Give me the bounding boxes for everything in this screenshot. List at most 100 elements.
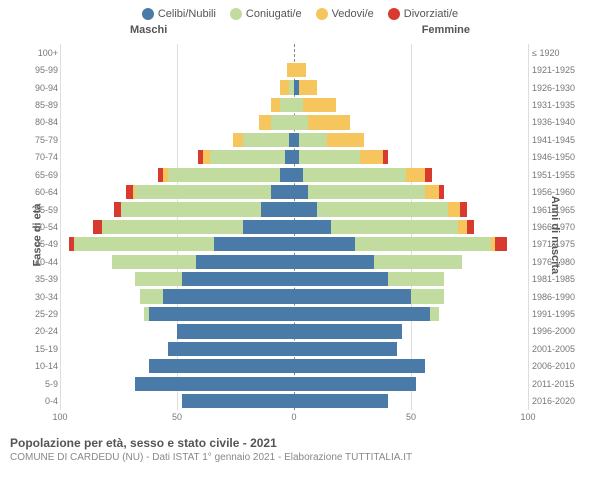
age-label: 75-79 (28, 135, 58, 145)
population-pyramid-chart: Celibi/NubiliConiugati/eVedovi/eDivorzia… (0, 0, 600, 500)
male-bar (93, 220, 294, 234)
female-bar (294, 324, 402, 338)
male-bar (135, 272, 294, 286)
age-label: 25-29 (28, 309, 58, 319)
male-side (60, 201, 294, 218)
female-bar (294, 377, 416, 391)
age-row: 100+≤ 1920 (60, 44, 528, 61)
male-bar (271, 98, 294, 112)
female-bar (294, 272, 444, 286)
male-side (60, 218, 294, 235)
footer: Popolazione per età, sesso e stato civil… (0, 430, 600, 463)
male-side (60, 61, 294, 78)
female-bar (294, 202, 467, 216)
age-row: 15-192001-2005 (60, 340, 528, 357)
bar-segment (121, 202, 261, 216)
female-side (294, 166, 528, 183)
bar-segment (271, 115, 294, 129)
bar-zone (60, 323, 528, 340)
age-row: 40-441976-1980 (60, 253, 528, 270)
bar-segment (308, 115, 350, 129)
female-side (294, 340, 528, 357)
bar-segment (388, 272, 444, 286)
male-bar (233, 133, 294, 147)
age-label: 15-19 (28, 344, 58, 354)
male-side (60, 79, 294, 96)
age-label: 85-89 (28, 100, 58, 110)
male-bar (198, 150, 294, 164)
age-row: 95-991921-1925 (60, 61, 528, 78)
bar-segment (308, 185, 425, 199)
male-bar (135, 377, 294, 391)
header-male: Maschi (130, 24, 167, 36)
bar-segment (280, 98, 294, 112)
bar-segment (355, 237, 491, 251)
bar-segment (294, 168, 303, 182)
header-female: Femmine (422, 24, 470, 36)
bar-zone (60, 270, 528, 287)
bar-segment (458, 220, 467, 234)
chart-area: Fasce di età Anni di nascita 100+≤ 19209… (0, 40, 600, 430)
female-side (294, 149, 528, 166)
male-bar (69, 237, 294, 251)
bar-zone (60, 305, 528, 322)
age-row: 0-42016-2020 (60, 392, 528, 409)
age-row: 10-142006-2010 (60, 358, 528, 375)
bar-segment (294, 63, 306, 77)
birth-year-label: 1966-1970 (532, 222, 590, 232)
bar-segment (182, 272, 294, 286)
birth-year-label: 1996-2000 (532, 326, 590, 336)
age-row: 35-391981-1985 (60, 270, 528, 287)
bar-segment (196, 255, 294, 269)
female-side (294, 201, 528, 218)
bar-segment (163, 289, 294, 303)
bar-zone (60, 183, 528, 200)
chart-title: Popolazione per età, sesso e stato civil… (10, 436, 590, 450)
bar-segment (294, 377, 416, 391)
bar-segment (294, 394, 388, 408)
bar-segment (135, 185, 271, 199)
legend-item: Celibi/Nubili (142, 8, 216, 20)
legend: Celibi/NubiliConiugati/eVedovi/eDivorzia… (0, 0, 600, 24)
bar-zone (60, 340, 528, 357)
bar-segment (243, 220, 294, 234)
male-side (60, 270, 294, 287)
birth-year-label: 1976-1980 (532, 257, 590, 267)
bar-zone (60, 131, 528, 148)
legend-label: Vedovi/e (332, 8, 374, 20)
legend-label: Coniugati/e (246, 8, 302, 20)
female-side (294, 358, 528, 375)
x-tick: 100 (52, 412, 67, 422)
age-label: 0-4 (28, 396, 58, 406)
age-row: 60-641956-1960 (60, 183, 528, 200)
bar-segment (294, 202, 317, 216)
female-side (294, 270, 528, 287)
bar-segment (177, 324, 294, 338)
bar-segment (261, 202, 294, 216)
bar-segment (294, 115, 308, 129)
bar-segment (233, 133, 242, 147)
legend-label: Celibi/Nubili (158, 8, 216, 20)
birth-year-label: 2016-2020 (532, 396, 590, 406)
male-bar (259, 115, 294, 129)
male-bar (182, 394, 294, 408)
bar-segment (467, 220, 474, 234)
bar-zone (60, 79, 528, 96)
bar-segment (102, 220, 242, 234)
male-side (60, 340, 294, 357)
bar-segment (294, 289, 411, 303)
male-bar (112, 255, 295, 269)
female-bar (294, 63, 306, 77)
bar-segment (294, 185, 308, 199)
male-bar (149, 359, 294, 373)
x-tick: 50 (406, 412, 416, 422)
bar-segment (374, 255, 463, 269)
bar-zone (60, 392, 528, 409)
bar-zone (60, 44, 528, 61)
female-side (294, 61, 528, 78)
bar-segment (439, 185, 444, 199)
bar-segment (299, 150, 360, 164)
bar-zone (60, 149, 528, 166)
birth-year-label: 2001-2005 (532, 344, 590, 354)
legend-item: Vedovi/e (316, 8, 374, 20)
